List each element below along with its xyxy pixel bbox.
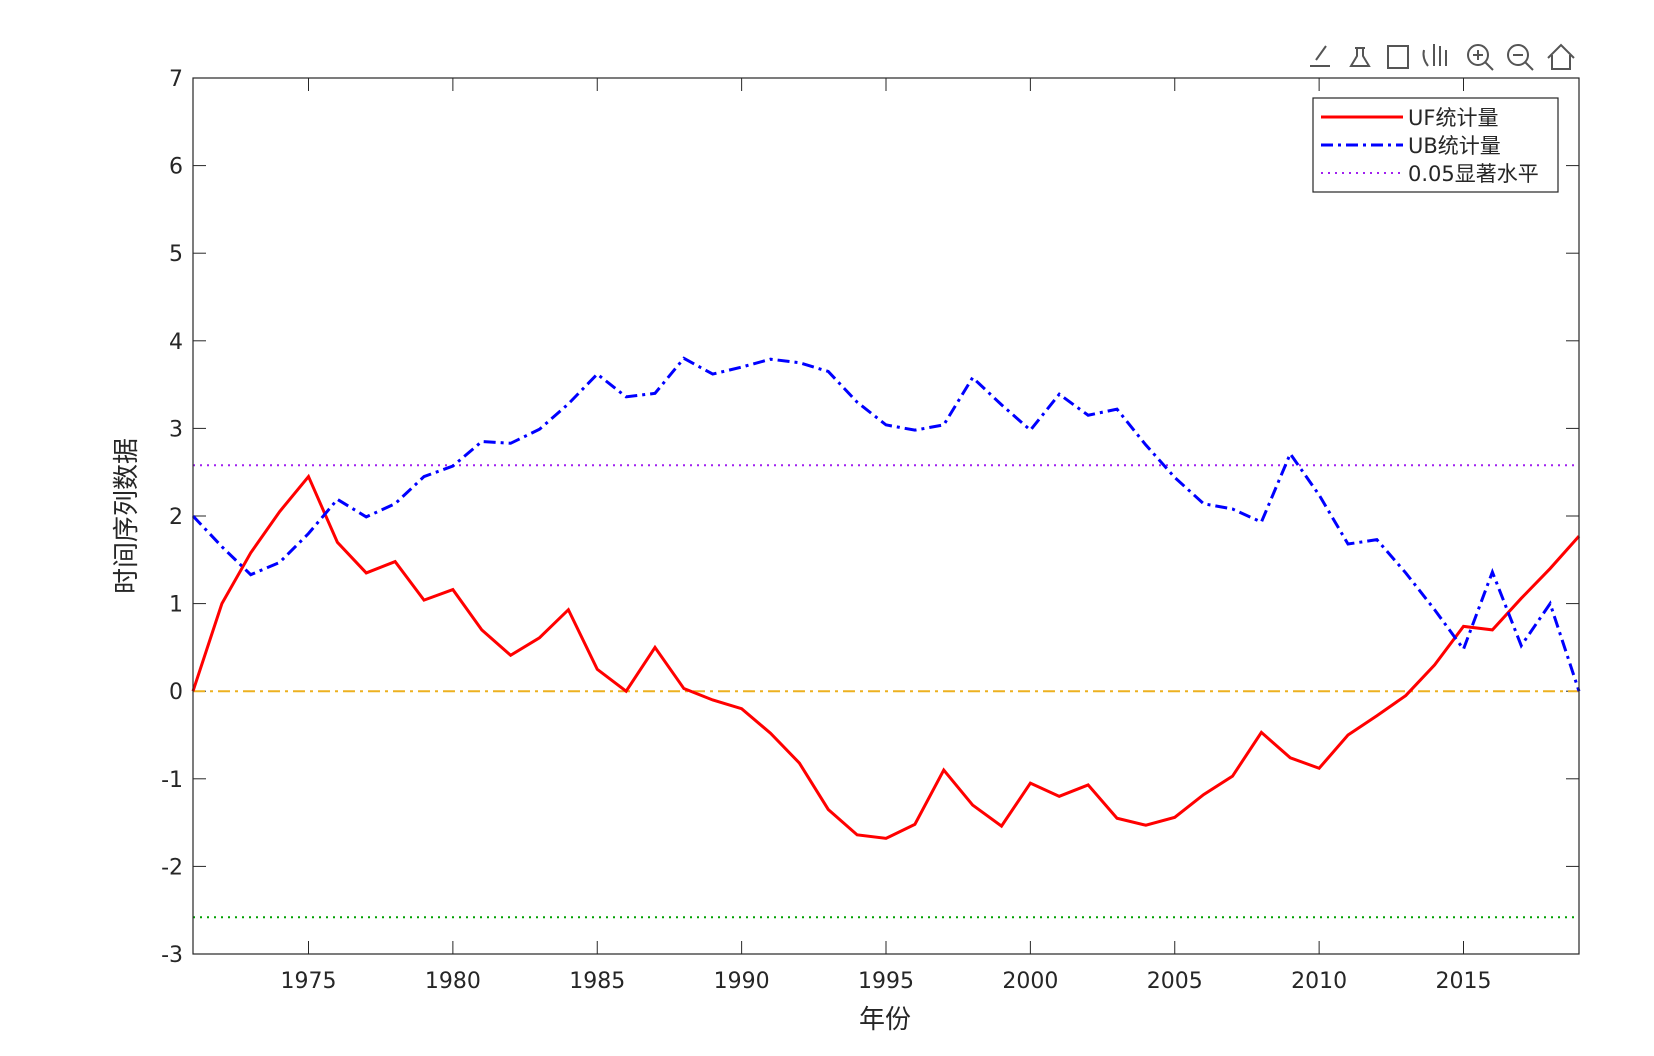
data-line <box>191 473 1581 840</box>
toolbar-icon[interactable] <box>1387 45 1409 69</box>
y-tick-label: 5 <box>169 242 183 267</box>
y-tick-label: 7 <box>169 67 183 92</box>
toolbar-icon[interactable] <box>1467 44 1489 66</box>
toolbar-icon[interactable] <box>1507 44 1529 66</box>
toolbar-icon[interactable] <box>1310 45 1330 67</box>
legend-label: UF统计量 <box>1408 106 1498 130</box>
toolbar-icon[interactable] <box>1349 47 1371 67</box>
x-tick-label: 2010 <box>1291 969 1347 994</box>
toolbar-icon[interactable] <box>1547 43 1575 70</box>
legend-label: 0.05显著水平 <box>1408 162 1539 186</box>
y-tick-label: -2 <box>161 855 183 880</box>
plot-area <box>193 78 1579 954</box>
axes-box <box>192 77 1580 955</box>
y-tick-label: 6 <box>169 155 183 180</box>
legend-label: UB统计量 <box>1408 134 1501 158</box>
x-tick-label: 1985 <box>569 969 625 994</box>
y-axis-label: 时间序列数据 <box>112 438 142 594</box>
x-tick-label: 1975 <box>281 969 337 994</box>
y-tick-label: 4 <box>169 330 183 355</box>
y-tick-label: 1 <box>169 593 183 618</box>
x-tick-label: 1990 <box>714 969 770 994</box>
x-tick-label: 1980 <box>425 969 481 994</box>
toolbar-icon[interactable] <box>1513 54 1534 71</box>
y-tick-label: -1 <box>161 768 183 793</box>
y-tick-label: 0 <box>169 680 183 705</box>
y-tick-label: 3 <box>169 417 183 442</box>
x-tick-label: 2000 <box>1002 969 1058 994</box>
y-tick-label: -3 <box>161 943 183 968</box>
x-tick-label: 2015 <box>1436 969 1492 994</box>
x-axis-label: 年份 <box>859 1005 911 1035</box>
toolbar[interactable] <box>1305 43 1575 71</box>
legend: UF统计量 UB统计量 0.05显著水平 <box>1312 97 1559 193</box>
x-tick-label: 1995 <box>858 969 914 994</box>
toolbar-icon[interactable] <box>1473 50 1494 71</box>
data-line <box>191 356 1581 692</box>
toolbar-icon[interactable] <box>1422 44 1447 67</box>
x-tick-label: 2005 <box>1147 969 1203 994</box>
y-tick-label: 2 <box>169 505 183 530</box>
